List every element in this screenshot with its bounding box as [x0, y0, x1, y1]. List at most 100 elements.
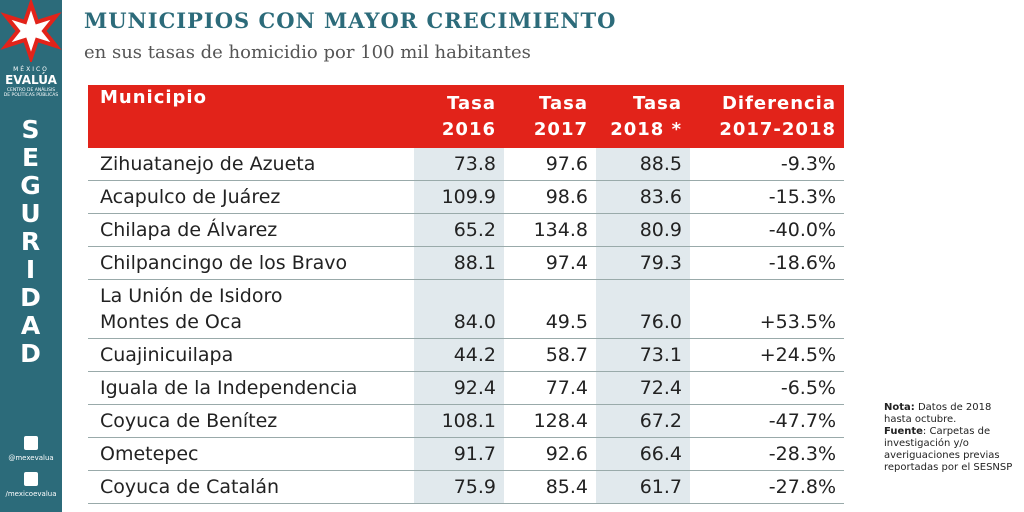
facebook-handle[interactable]: /mexicoevalua	[5, 490, 57, 498]
table-cell: 66.4	[596, 437, 690, 471]
table-cell: 73.8	[414, 148, 504, 181]
table-row: Chilpancingo de los Bravo 88.1 97.4 79.3 -18…	[88, 246, 844, 280]
table-cell: -40.0%	[690, 213, 844, 247]
table-cell: +53.5%	[690, 279, 844, 339]
table-row: Cuajinicuilapa 44.2 58.7 73.1 +24.5%	[88, 338, 844, 372]
note: Nota: Datos de 2018 hasta octubre. Fuente…	[884, 402, 1014, 474]
table-cell: 77.4	[504, 371, 596, 405]
table-cell: 80.9	[596, 213, 690, 247]
table-cell: Coyuca de Benítez	[88, 404, 414, 438]
table-cell: Cuajinicuilapa	[88, 338, 414, 372]
table-row: Coyuca de Benítez 108.1 128.4 67.2 -47.7%	[88, 404, 844, 438]
table-row: Zihuatanejo de Azueta 73.8 97.6 88.5 -9.3%	[88, 148, 844, 181]
title: MUNICIPIOS CON MAYOR CRECIMIENTO	[84, 8, 617, 33]
table-cell: -27.8%	[690, 470, 844, 504]
table-cell: 92.4	[414, 371, 504, 405]
column-header: Diferencia 2017-2018	[690, 85, 844, 148]
logo-text: CENTRO DE ANÁLISIS DE POLÍTICAS PÚBLICAS	[0, 88, 62, 98]
section-label: SEGURIDAD	[16, 115, 45, 367]
municipio-name: Iguala de la Independencia	[100, 377, 358, 399]
table-row: Chilapa de Álvarez 65.2 134.8 80.9 -40.0%	[88, 213, 844, 247]
table-cell: -28.3%	[690, 437, 844, 471]
twitter-icon[interactable]	[24, 436, 38, 450]
header-text: Diferencia	[721, 92, 836, 114]
table-cell: 58.7	[504, 338, 596, 372]
table-cell: 97.4	[504, 246, 596, 280]
table-cell: 109.9	[414, 180, 504, 214]
municipio-name: Chilapa de Álvarez	[100, 219, 278, 241]
table-cell: 73.1	[596, 338, 690, 372]
column-header: Tasa 2017	[504, 85, 596, 148]
table-cell: +24.5%	[690, 338, 844, 372]
table-cell: Acapulco de Juárez	[88, 180, 414, 214]
municipio-name: Coyuca de Benítez	[100, 410, 278, 432]
facebook-icon[interactable]	[24, 472, 38, 486]
table-cell: La Unión de Isidoro Montes de Oca	[88, 279, 414, 339]
column-header: Tasa 2018 *	[596, 85, 690, 148]
table-cell: Chilapa de Álvarez	[88, 213, 414, 247]
table-cell: Chilpancingo de los Bravo	[88, 246, 414, 280]
table-row: Coyuca de Catalán 75.9 85.4 61.7 -27.8%	[88, 470, 844, 504]
table-cell: -6.5%	[690, 371, 844, 405]
municipio-name: Cuajinicuilapa	[100, 344, 234, 366]
logo-text: DE POLÍTICAS PÚBLICAS	[3, 93, 59, 98]
header-text: 2017	[533, 118, 588, 140]
table-cell: 84.0	[414, 279, 504, 339]
table-cell: 98.6	[504, 180, 596, 214]
table-cell: 128.4	[504, 404, 596, 438]
municipio-name: Ometepec	[100, 443, 199, 465]
table-cell: 85.4	[504, 470, 596, 504]
table-cell: 88.1	[414, 246, 504, 280]
table-cell: 65.2	[414, 213, 504, 247]
logo-star	[0, 0, 62, 65]
table: Municipio Tasa 2016 Tasa 2017 Tasa 2018 * Difer…	[88, 85, 844, 504]
table-cell: 49.5	[504, 279, 596, 339]
table-cell: Iguala de la Independencia	[88, 371, 414, 405]
table-row: Iguala de la Independencia 92.4 77.4 72.4 -6…	[88, 371, 844, 405]
column-header: Municipio	[88, 85, 414, 148]
municipio-name: Montes de Oca	[100, 311, 242, 333]
header-text: Municipio	[100, 87, 207, 108]
table-cell: 72.4	[596, 371, 690, 405]
header-text: 2018 *	[610, 118, 682, 140]
table-cell: Zihuatanejo de Azueta	[88, 148, 414, 181]
table-cell: Coyuca de Catalán	[88, 470, 414, 504]
table-cell: 75.9	[414, 470, 504, 504]
header-text: Tasa	[633, 92, 682, 114]
table-cell: Ometepec	[88, 437, 414, 471]
header-text: 2016	[441, 118, 496, 140]
municipio-name: La Unión de Isidoro	[100, 285, 283, 307]
municipio-name: Coyuca de Catalán	[100, 476, 280, 498]
municipio-name: Chilpancingo de los Bravo	[100, 252, 348, 274]
table-row: La Unión de Isidoro Montes de Oca 84.0 49.5…	[88, 279, 844, 339]
table-cell: 91.7	[414, 437, 504, 471]
logo-text: MÉXICO	[13, 66, 49, 73]
table-cell: 108.1	[414, 404, 504, 438]
municipio-name: Acapulco de Juárez	[100, 186, 281, 208]
table-cell: 83.6	[596, 180, 690, 214]
header-text: 2017-2018	[719, 118, 836, 140]
subtitle: en sus tasas de homicidio por 100 mil ha…	[84, 42, 531, 63]
sidebar: MÉXICO EVALÚA CENTRO DE ANÁLISIS DE POLÍT…	[0, 0, 62, 512]
table-cell: 67.2	[596, 404, 690, 438]
table-cell: -18.6%	[690, 246, 844, 280]
source-label: Fuente	[884, 426, 923, 437]
table-cell: 88.5	[596, 148, 690, 181]
source-text: : Carpetas de investigación y/o averigua…	[884, 426, 1013, 473]
table-cell: -9.3%	[690, 148, 844, 181]
table-cell: 79.3	[596, 246, 690, 280]
table-cell: -47.7%	[690, 404, 844, 438]
table-cell: 61.7	[596, 470, 690, 504]
twitter-handle[interactable]: @mexevalua	[8, 454, 54, 462]
note-text: Datos de 2018 hasta octubre.	[884, 402, 992, 425]
municipio-name: Zihuatanejo de Azueta	[100, 153, 316, 175]
note-label: Nota:	[884, 402, 915, 413]
table-cell: 44.2	[414, 338, 504, 372]
table-cell: -15.3%	[690, 180, 844, 214]
logo-text: EVALÚA	[5, 73, 57, 87]
header-text: Tasa	[539, 92, 588, 114]
table-cell: 97.6	[504, 148, 596, 181]
table-cell: 76.0	[596, 279, 690, 339]
table-row: Acapulco de Juárez 109.9 98.6 83.6 -15.3%	[88, 180, 844, 214]
